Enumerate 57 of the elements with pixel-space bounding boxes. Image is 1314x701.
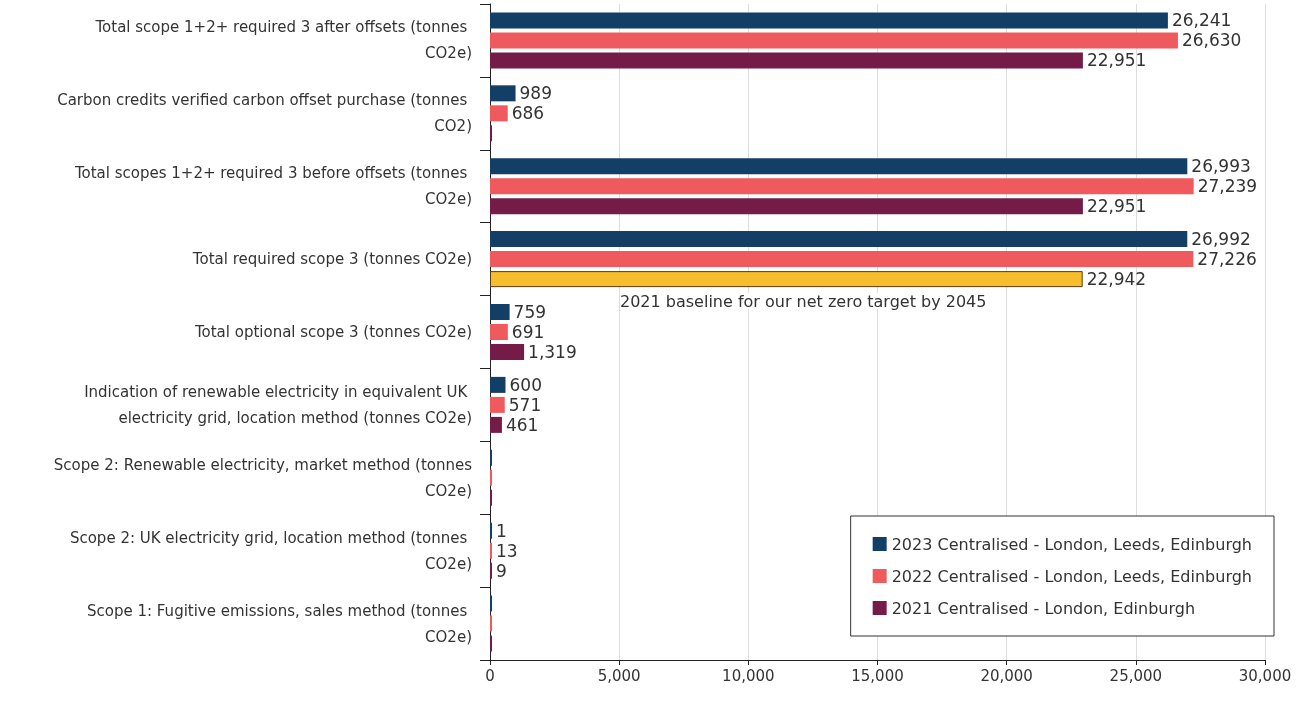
data-label: 26,241 [1171, 10, 1232, 31]
bar [490, 376, 506, 393]
data-label: 26,630 [1181, 30, 1242, 51]
x-tick-label: 5,000 [597, 666, 641, 685]
x-tick-label: 10,000 [722, 666, 775, 685]
bar [490, 178, 1194, 195]
bar [490, 198, 1083, 215]
data-label: 686 [511, 103, 545, 124]
y-tick-label: Scope 1: Fugitive emissions, sales method (tonnes CO2e) [86, 601, 472, 646]
y-tick-label: Carbon credits verified carbon offset purchase (tonnes CO2) [57, 91, 472, 136]
data-label: 22,951 [1086, 196, 1147, 217]
data-label: 13 [496, 540, 518, 561]
x-tick-label: 15,000 [851, 666, 904, 685]
bar [490, 344, 525, 360]
data-label: 600 [509, 374, 542, 395]
y-tick-label: Total scope 1+2+ required 3 after offsets (tonnes CO2e) [94, 18, 472, 63]
data-label: 691 [511, 322, 545, 342]
data-label: 22,951 [1086, 50, 1147, 71]
x-tick-label: 25,000 [1109, 666, 1163, 685]
bar [490, 396, 505, 413]
data-label: 1,319 [528, 342, 577, 362]
y-tick-label: Scope 2: UK electricity grid, location method (tonnes CO2e) [69, 528, 472, 573]
bar [490, 12, 1168, 29]
bar [490, 52, 1083, 69]
data-label: 1 [496, 520, 507, 541]
bar [490, 251, 1194, 268]
x-tick-label: 0 [485, 666, 495, 685]
data-label: 989 [519, 83, 552, 104]
y-tick-label: Total optional scope 3 (tonnes CO2e) [193, 323, 472, 341]
bar [490, 304, 510, 320]
legend-label: 2023 Centralised - London, Leeds, Edinburgh [891, 534, 1253, 554]
bar [490, 158, 1188, 175]
data-label: 26,993 [1191, 156, 1251, 177]
data-label: 9 [496, 560, 507, 581]
y-tick-label: Scope 2: Renewable electricity, market method (tonnes CO2e) [53, 455, 473, 500]
data-label: 27,239 [1197, 176, 1258, 197]
x-tick-label: 30,000 [1238, 666, 1292, 685]
y-tick-label: Total required scope 3 (tonnes CO2e) [191, 250, 472, 269]
bar [490, 32, 1178, 49]
data-label: 461 [505, 414, 539, 435]
annotation: 2021 baseline for our net zero target by 2045 [620, 291, 987, 311]
bar [490, 105, 508, 122]
data-label: 27,226 [1197, 249, 1257, 270]
y-tick-label: Total scopes 1+2+ required 3 before offsets (tonnes CO2e) [73, 164, 472, 209]
data-label: 22,942 [1086, 269, 1147, 290]
x-tick-label: 20,000 [980, 666, 1033, 685]
y-tick-label: Indication of renewable electricity in equivalent UK electricity grid, location method (tonnes CO2e) [84, 382, 472, 427]
bar [490, 271, 1083, 288]
bar [490, 85, 516, 102]
legend-label: 2021 Centralised - London, Edinburgh [891, 598, 1196, 618]
bar [490, 416, 502, 433]
bar [490, 324, 508, 340]
legend-label: 2022 Centralised - London, Leeds, Edinburgh [891, 566, 1253, 586]
data-label: 571 [508, 394, 542, 415]
data-label: 759 [513, 302, 547, 322]
data-label: 26,992 [1191, 229, 1251, 250]
bar [490, 231, 1188, 248]
